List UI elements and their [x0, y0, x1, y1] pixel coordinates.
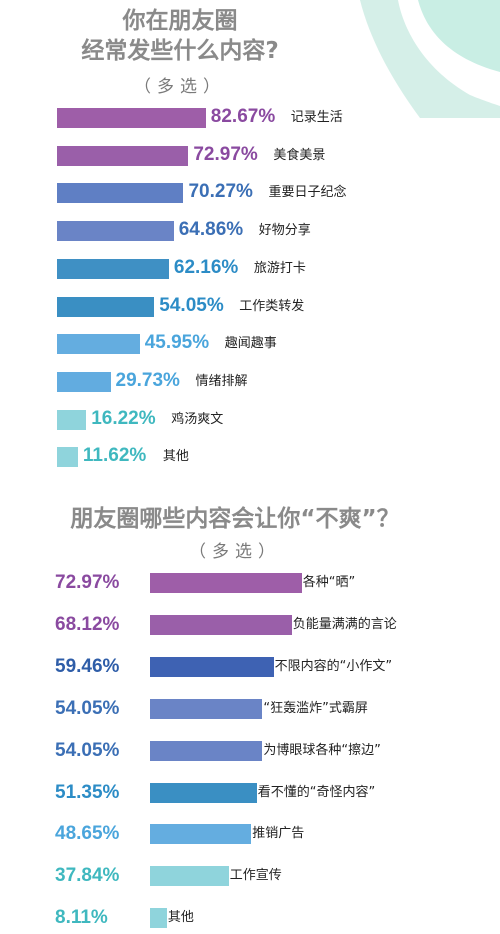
chart2-value-label: 8.11% — [55, 907, 108, 929]
chart2-bar — [150, 908, 167, 929]
chart2-category-label: 推销广告 — [252, 826, 305, 842]
chart1-title: 你在朋友圈 经常发些什么内容? — [0, 6, 360, 66]
chart1-bar — [57, 108, 206, 128]
chart2-bar — [150, 656, 274, 677]
chart1-category-label: 旅游打卡 — [253, 260, 306, 276]
chart1-subtitle: （多选） — [134, 77, 226, 97]
chart1-title-line2: 经常发些什么内容? — [81, 38, 279, 64]
chart1-category-label: 记录生活 — [290, 110, 343, 125]
chart1-bar — [57, 296, 155, 317]
chart2-category-label: 各种“晒” — [302, 575, 356, 590]
chart1-bar — [57, 371, 111, 392]
chart1-value-label: 72.97% — [193, 143, 258, 165]
chart1-value-label: 62.16% — [173, 256, 239, 278]
chart1-category-label: 工作类转发 — [239, 298, 305, 314]
chart2-category-label: 负能量满满的言论 — [292, 616, 397, 632]
chart1-value-label: 54.05% — [159, 294, 224, 316]
chart1-category-label: 重要日子纪念 — [268, 185, 347, 201]
chart2-bar — [150, 573, 302, 593]
chart2-bar — [150, 824, 252, 845]
chart1-bar — [57, 221, 174, 242]
chart2-bar — [150, 782, 257, 803]
chart2-title: 朋友圈哪些内容会让你“不爽”？ — [70, 506, 400, 532]
chart2-category-label: “狂轰滥炸”式霸屏 — [263, 700, 368, 716]
chart2-subtitle: （多选） — [189, 542, 281, 562]
chart1-value-label: 82.67% — [210, 106, 276, 127]
chart1-value-label: 11.62% — [82, 445, 147, 467]
chart1-value-label: 70.27% — [188, 181, 253, 203]
chart1-bar — [57, 334, 140, 355]
chart2-value-label: 54.05% — [55, 697, 120, 719]
chart1-value-label: 45.95% — [144, 332, 210, 354]
chart1-bar — [57, 145, 189, 166]
chart1-bar — [57, 183, 184, 204]
chart2-value-label: 72.97% — [55, 572, 120, 593]
chart1-title-line1: 你在朋友圈 — [122, 8, 238, 34]
chart1-category-label: 美食美景 — [273, 147, 326, 163]
chart2-value-label: 54.05% — [55, 739, 120, 761]
chart2-category-label: 工作宣传 — [229, 868, 282, 884]
chart2-bar — [150, 740, 263, 761]
chart1-category-label: 情绪排解 — [195, 373, 248, 389]
chart1-value-label: 16.22% — [91, 407, 156, 429]
chart1-category-label: 其他 — [162, 449, 189, 465]
chart1-category-label: 鸡汤爽文 — [171, 411, 224, 427]
chart2-value-label: 37.84% — [55, 865, 120, 887]
chart2-category-label: 其他 — [167, 910, 194, 926]
chart2-bar — [150, 866, 229, 887]
chart1-category-label: 好物分享 — [258, 223, 311, 239]
chart1-value-label: 29.73% — [115, 369, 180, 391]
chart1-category-label: 趣闻趣事 — [224, 336, 277, 352]
chart2-bar — [150, 698, 263, 719]
chart2-value-label: 68.12% — [55, 613, 120, 635]
chart1-bar — [57, 447, 78, 468]
chart2-category-label: 不限内容的“小作文” — [274, 658, 393, 674]
chart1-bar — [57, 409, 87, 430]
chart1-bar — [57, 258, 169, 279]
chart2-category-label: 为博眼球各种“擦边” — [263, 742, 381, 758]
chart2-value-label: 59.46% — [55, 655, 120, 677]
chart2-value-label: 48.65% — [55, 823, 120, 845]
chart2-category-label: 看不懂的“奇怪内容” — [257, 784, 376, 800]
chart2-value-label: 51.35% — [55, 781, 120, 803]
chart2-bar — [150, 614, 292, 635]
chart1-value-label: 64.86% — [178, 219, 244, 241]
